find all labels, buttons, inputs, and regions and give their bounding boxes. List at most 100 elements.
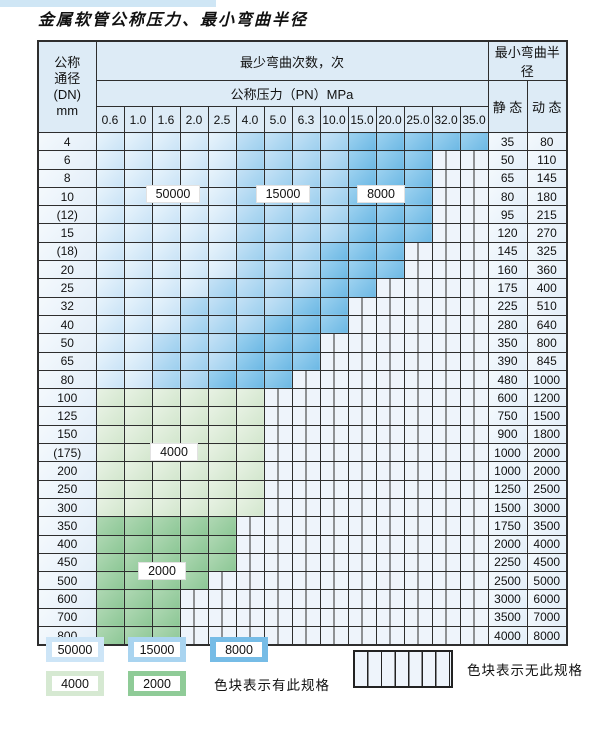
table-row-dn-15: 15 120 270	[37, 223, 568, 243]
dn-value: 50	[37, 333, 97, 353]
spec-cell	[263, 296, 293, 316]
no-spec-cell	[431, 351, 461, 371]
static-radius-value: 390	[487, 351, 528, 371]
spec-cell	[151, 278, 181, 298]
pressure-col-header: 35.0	[459, 106, 489, 133]
static-radius-value: 2500	[487, 571, 528, 591]
no-spec-cell	[403, 479, 433, 499]
table-row-dn-20: 20 160 360	[37, 260, 568, 280]
table-row-dn-50: 50 350 800	[37, 333, 568, 353]
no-spec-cell	[403, 534, 433, 554]
spec-cell	[291, 314, 321, 335]
no-spec-cell	[459, 443, 489, 463]
static-radius-value: 480	[487, 369, 528, 390]
no-spec-cell	[235, 589, 265, 609]
spec-cell	[179, 516, 209, 536]
spec-cell	[319, 205, 349, 225]
spec-cell	[95, 388, 125, 408]
spec-cell	[263, 333, 293, 353]
spec-cell	[123, 479, 153, 499]
no-spec-cell	[319, 424, 349, 445]
spec-cell	[403, 168, 433, 188]
spec-cell	[319, 131, 349, 152]
no-spec-cell	[403, 406, 433, 426]
spec-cell	[347, 205, 377, 225]
spec-cell	[95, 168, 125, 188]
legend-swatch-value: 4000	[52, 676, 98, 691]
no-spec-cell	[459, 552, 489, 573]
table-row-dn-100: 100 600 1200	[37, 388, 568, 408]
no-spec-cell	[291, 388, 321, 408]
static-radius-value: 1000	[487, 443, 528, 463]
no-spec-cell	[375, 534, 405, 554]
spec-cell	[263, 131, 293, 152]
static-radius-value: 2250	[487, 552, 528, 573]
no-spec-cell	[431, 552, 461, 573]
no-spec-cell	[319, 443, 349, 463]
spec-cell	[263, 351, 293, 371]
spec-cell	[263, 260, 293, 280]
spec-cell	[235, 168, 265, 188]
no-spec-cell	[375, 552, 405, 573]
header-dynamic: 动 态	[526, 80, 568, 133]
no-spec-cell	[347, 406, 377, 426]
pressure-col-header: 15.0	[347, 106, 377, 133]
spec-cell	[291, 333, 321, 353]
no-spec-cell	[291, 552, 321, 573]
dn-value: 400	[37, 534, 97, 554]
no-spec-cell	[431, 205, 461, 225]
spec-cell	[123, 443, 153, 463]
spec-cell	[207, 260, 237, 280]
static-radius-value: 175	[487, 278, 528, 298]
spec-cell	[207, 168, 237, 188]
no-spec-cell	[459, 205, 489, 225]
no-spec-cell	[459, 260, 489, 280]
dn-value: 10	[37, 186, 97, 207]
no-spec-cell	[291, 424, 321, 445]
spec-cell	[207, 278, 237, 298]
header-dn-line: 公称	[54, 55, 81, 70]
pressure-col-header: 25.0	[403, 106, 433, 133]
dn-value: 40	[37, 314, 97, 335]
spec-cell	[179, 369, 209, 390]
no-spec-cell	[375, 406, 405, 426]
legend-swatch-4000: 4000	[46, 671, 104, 696]
no-spec-cell	[459, 626, 489, 646]
spec-cell	[123, 278, 153, 298]
table-row-dn-6: 6 50 110	[37, 150, 568, 170]
no-spec-cell	[319, 552, 349, 573]
spec-cell	[123, 223, 153, 243]
spec-table-body: 4 35 80 6 50 110 8 65 145 10 80 180 (12) 95 215 15 120 27…	[37, 131, 568, 646]
dynamic-radius-value: 5000	[526, 571, 568, 591]
pressure-col-header: 1.6	[151, 106, 181, 133]
no-spec-cell	[403, 516, 433, 536]
pressure-col-header: 10.0	[319, 106, 349, 133]
header-bend-cycles: 最少弯曲次数，次	[95, 40, 489, 81]
spec-cell	[95, 333, 125, 353]
no-spec-cell	[431, 516, 461, 536]
spec-cell	[179, 333, 209, 353]
no-spec-cell	[403, 314, 433, 335]
no-spec-cell	[459, 424, 489, 445]
no-spec-cell	[263, 516, 293, 536]
spec-cell	[95, 278, 125, 298]
no-spec-cell	[375, 278, 405, 298]
spec-cell	[319, 186, 349, 207]
no-spec-cell	[459, 406, 489, 426]
spec-cell	[263, 369, 293, 390]
no-spec-cell	[235, 607, 265, 628]
spec-cell	[151, 223, 181, 243]
spec-cell	[319, 296, 349, 316]
no-spec-cell	[431, 150, 461, 170]
spec-cell	[375, 131, 405, 152]
spec-cell	[123, 351, 153, 371]
spec-cell	[207, 443, 237, 463]
no-spec-cell	[459, 388, 489, 408]
spec-cell	[123, 607, 153, 628]
no-spec-cell	[319, 369, 349, 390]
dynamic-radius-value: 6000	[526, 589, 568, 609]
spec-cell	[151, 168, 181, 188]
spec-cell	[207, 314, 237, 335]
no-spec-cell	[347, 333, 377, 353]
